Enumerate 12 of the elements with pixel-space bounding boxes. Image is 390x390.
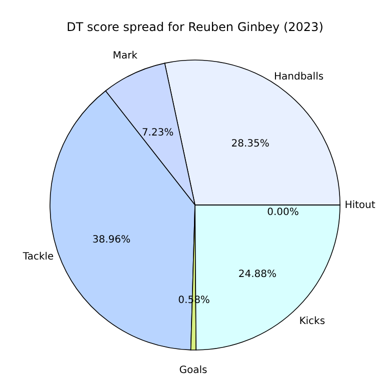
data-label: 38.96%	[92, 234, 130, 246]
chart-title: DT score spread for Reuben Ginbey (2023)	[66, 20, 324, 34]
data-label: 28.35%	[231, 138, 270, 150]
slice-label: Mark	[112, 50, 138, 62]
slice-label: Goals	[179, 364, 208, 376]
slice-label: Kicks	[299, 316, 326, 328]
data-label: 7.23%	[142, 127, 174, 138]
slice-label: Tackle	[22, 252, 54, 263]
data-label: 24.88%	[238, 268, 277, 280]
text: 0.00%	[267, 207, 299, 218]
slice-label: Handballs	[274, 72, 324, 83]
category-label: Hitout	[344, 200, 376, 211]
